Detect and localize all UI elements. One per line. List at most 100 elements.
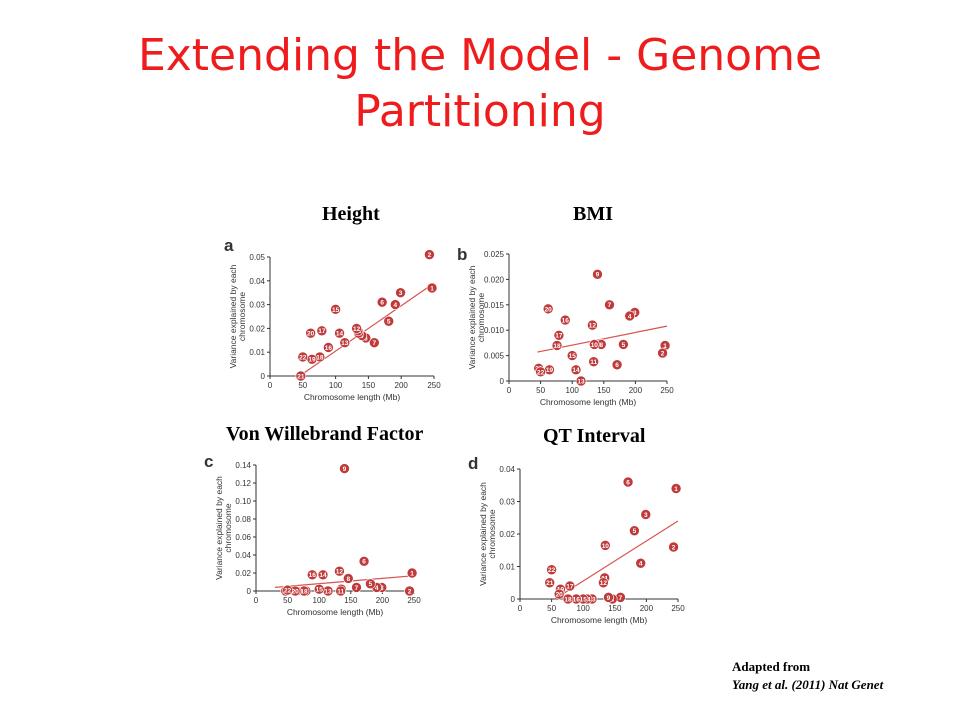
chromosome-point-label: 17: [318, 328, 326, 335]
x-tick-label: 100: [566, 386, 580, 395]
chromosome-point: [317, 569, 329, 581]
chromosome-point-label: 6: [615, 362, 619, 369]
chromosome-point: [334, 327, 345, 339]
caption-qt: QT Interval: [543, 425, 646, 447]
y-tick-label: 0.12: [235, 479, 251, 488]
chromosome-point-label: 18: [316, 354, 324, 361]
chromosome-point-label: 20: [292, 588, 300, 595]
chromosome-point: [592, 269, 603, 280]
chromosome-point-label: 6: [626, 479, 630, 486]
x-tick-label: 150: [597, 386, 611, 395]
chromosome-point-label: 22: [299, 354, 307, 361]
panel-letter: a: [224, 236, 234, 255]
chromosome-point: [604, 299, 615, 311]
chromosome-point: [330, 304, 341, 315]
chromosome-point: [603, 592, 614, 603]
chromosome-point-label: 12: [600, 580, 608, 587]
chromosome-point-label: 13: [577, 378, 585, 385]
chromosome-point-label: 20: [556, 592, 564, 599]
x-tick-label: 200: [395, 381, 409, 390]
y-axis-label: Variance explained by each: [478, 482, 488, 586]
chromosome-point: [589, 339, 600, 350]
chromosome-point-label: 1: [430, 285, 434, 292]
chromosome-point-label: 12: [336, 569, 344, 576]
x-axis-label: Chromosome length (Mb): [304, 392, 401, 402]
chromosome-point-label: 3: [633, 310, 637, 317]
chromosome-point-label: 15: [332, 307, 340, 314]
x-tick-label: 150: [362, 381, 376, 390]
chromosome-point-label: 12: [353, 326, 361, 333]
chromosome-point-label: 15: [316, 587, 324, 594]
chromosome-point: [553, 329, 565, 341]
chromosome-point-label: 15: [580, 596, 588, 603]
chromosome-point: [588, 356, 599, 367]
y-tick-label: 0.10: [235, 497, 251, 506]
y-tick-label: 0.02: [499, 530, 515, 539]
chromosome-point-label: 1: [663, 343, 667, 350]
y-tick-label: 0.02: [249, 324, 265, 333]
chromosome-point: [351, 582, 362, 593]
chromosome-point: [535, 366, 546, 378]
x-tick-label: 250: [427, 381, 441, 390]
x-tick-label: 250: [660, 386, 674, 395]
chromosome-point-label: 4: [375, 585, 379, 592]
x-tick-label: 0: [518, 604, 523, 613]
chromosome-point-label: 19: [308, 357, 316, 364]
x-tick-label: 50: [298, 381, 307, 390]
y-tick-label: 0.03: [249, 301, 265, 310]
y-tick-label: 0.005: [484, 352, 505, 361]
y-axis-label: Variance explained by each: [228, 264, 238, 368]
chromosome-point: [640, 509, 652, 520]
x-axis-label: Chromosome length (Mb): [551, 615, 648, 625]
y-tick-label: 0.04: [235, 551, 251, 560]
chromosome-point-label: 7: [355, 585, 359, 592]
x-tick-label: 50: [283, 596, 292, 605]
chromosome-point: [383, 315, 395, 327]
chromosome-point: [570, 364, 582, 376]
chromosome-point: [351, 323, 362, 334]
x-tick-label: 150: [608, 604, 622, 613]
chromosome-point: [542, 303, 554, 315]
chromosome-point-label: 7: [619, 595, 623, 602]
chromosome-point: [339, 337, 351, 348]
chromosome-point: [562, 593, 574, 605]
caption-vwf: Von Willebrand Factor: [226, 423, 424, 445]
chromosome-point: [316, 325, 328, 337]
x-axis-label: Chromosome length (Mb): [540, 397, 637, 407]
x-tick-label: 200: [640, 604, 654, 613]
chromosome-point-label: 18: [564, 596, 572, 603]
chromosome-point-label: 8: [346, 576, 350, 583]
chromosome-point: [406, 567, 418, 579]
chromosome-point-label: 7: [372, 340, 376, 347]
chromosome-point-label: 16: [562, 317, 570, 324]
chromosome-point: [622, 476, 634, 488]
chromosome-point: [624, 310, 636, 322]
chromosome-point-label: 7: [608, 302, 612, 309]
y-tick-label: 0.01: [499, 563, 515, 572]
x-tick-label: 100: [329, 381, 343, 390]
x-tick-label: 200: [376, 596, 390, 605]
chromosome-point-label: 3: [399, 290, 403, 297]
chromosome-point-label: 9: [596, 272, 600, 279]
chromosome-point-label: 13: [588, 596, 596, 603]
y-axis-label-line-2: chromosome: [223, 503, 233, 552]
chromosome-point: [426, 282, 438, 294]
panel-letter: d: [468, 454, 478, 473]
y-tick-label: 0.05: [249, 253, 265, 262]
chromosome-point: [369, 337, 380, 348]
chart-panel-b: b 0 50 100 150 200 250 0 0.005 0.010 0.015 0.020 0.0…: [457, 245, 674, 407]
chromosome-point: [358, 556, 370, 567]
chromosome-point-label: 16: [309, 572, 317, 579]
chromosome-point-label: 5: [622, 342, 626, 349]
panel-letter: c: [204, 452, 213, 471]
chromosome-point-label: 22: [284, 588, 292, 595]
chromosome-point: [295, 370, 307, 382]
y-axis-label-line-2: chromosome: [476, 293, 486, 342]
x-tick-label: 200: [629, 386, 643, 395]
chromosome-point-label: 14: [572, 367, 580, 374]
chromosome-point-label: 1: [410, 570, 414, 577]
y-tick-label: 0.015: [484, 301, 505, 310]
y-tick-label: 0.01: [249, 348, 265, 357]
y-tick-label: 0: [511, 595, 516, 604]
chromosome-point: [376, 296, 388, 308]
